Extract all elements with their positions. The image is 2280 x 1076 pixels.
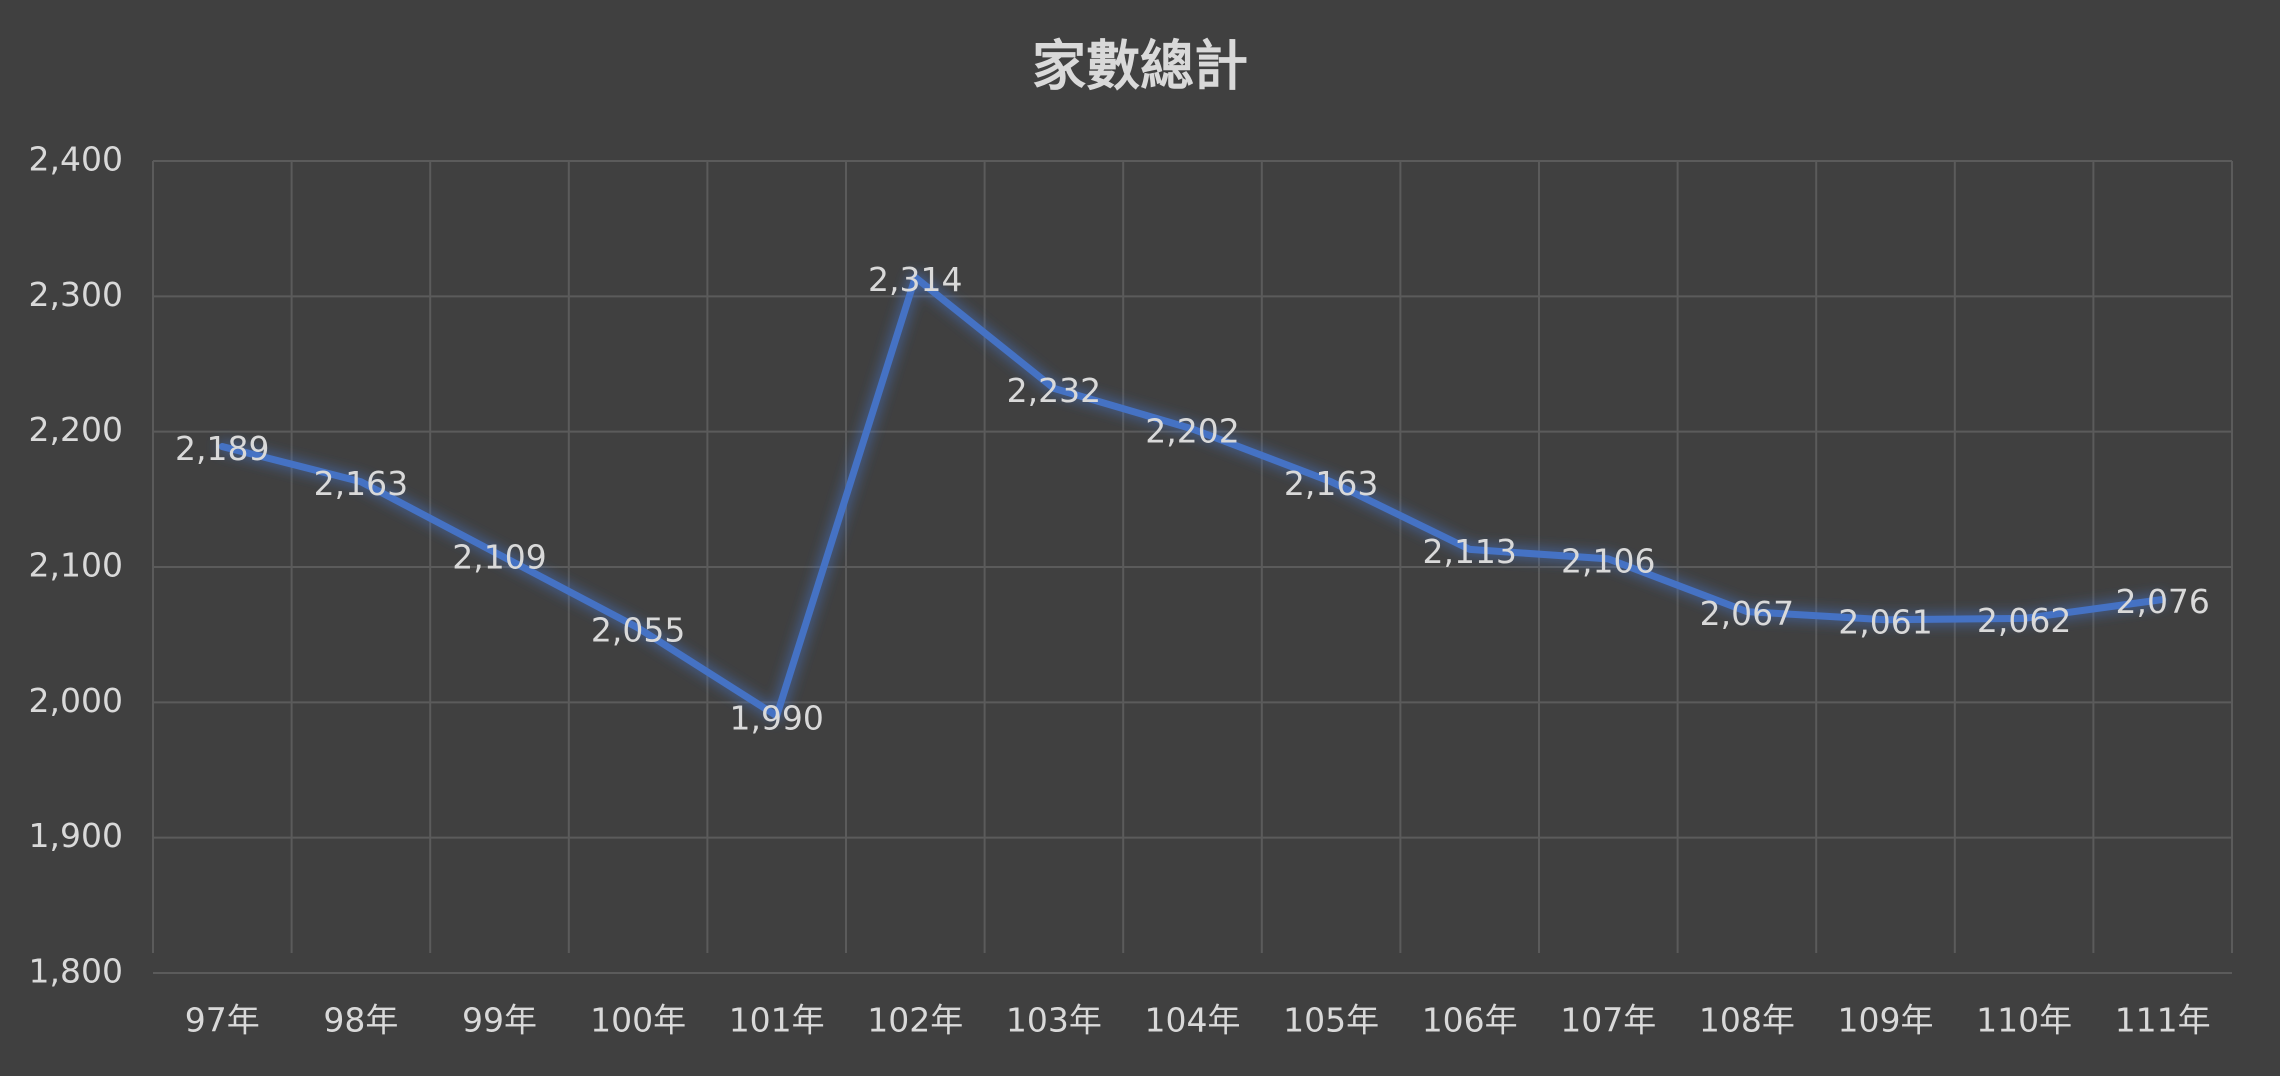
x-tick-label: 105年 <box>1283 1001 1379 1040</box>
y-tick-label: 1,900 <box>29 816 123 855</box>
x-tick-label: 101年 <box>729 1001 825 1040</box>
data-label: 2,076 <box>2115 582 2209 621</box>
data-label: 2,189 <box>175 429 269 468</box>
x-tick-label: 111年 <box>2115 1001 2211 1040</box>
data-label: 2,314 <box>868 260 962 299</box>
x-tick-label: 102年 <box>867 1001 963 1040</box>
y-tick-label: 2,100 <box>29 546 123 585</box>
x-tick-label: 97年 <box>185 1001 260 1040</box>
x-tick-label: 99年 <box>462 1001 537 1040</box>
chart-title: 家數總計 <box>1032 35 1248 98</box>
data-label: 1,990 <box>729 698 823 737</box>
data-label: 2,163 <box>1284 464 1378 503</box>
y-tick-label: 2,400 <box>29 140 123 179</box>
data-label: 2,067 <box>1700 594 1794 633</box>
data-label: 2,055 <box>591 610 685 649</box>
data-label: 2,163 <box>314 464 408 503</box>
y-tick-label: 2,300 <box>29 275 123 314</box>
x-tick-label: 107年 <box>1560 1001 1656 1040</box>
x-tick-label: 106年 <box>1422 1001 1518 1040</box>
x-tick-label: 100年 <box>590 1001 686 1040</box>
data-label: 2,109 <box>452 537 546 576</box>
y-tick-label: 2,000 <box>29 681 123 720</box>
data-label: 2,113 <box>1422 532 1516 571</box>
y-tick-label: 1,800 <box>29 952 123 991</box>
data-label: 2,061 <box>1838 602 1932 641</box>
line <box>218 273 2167 720</box>
data-label: 2,106 <box>1561 541 1655 580</box>
data-label: 2,232 <box>1007 371 1101 410</box>
x-tick-label: 98年 <box>323 1001 398 1040</box>
y-tick-label: 2,200 <box>29 410 123 449</box>
data-label: 2,202 <box>1145 411 1239 450</box>
x-tick-label: 103年 <box>1006 1001 1102 1040</box>
x-tick-label: 109年 <box>1838 1001 1934 1040</box>
data-label: 2,062 <box>1977 601 2071 640</box>
x-tick-label: 104年 <box>1145 1001 1241 1040</box>
x-tick-label: 110年 <box>1976 1001 2072 1040</box>
x-tick-label: 108年 <box>1699 1001 1795 1040</box>
